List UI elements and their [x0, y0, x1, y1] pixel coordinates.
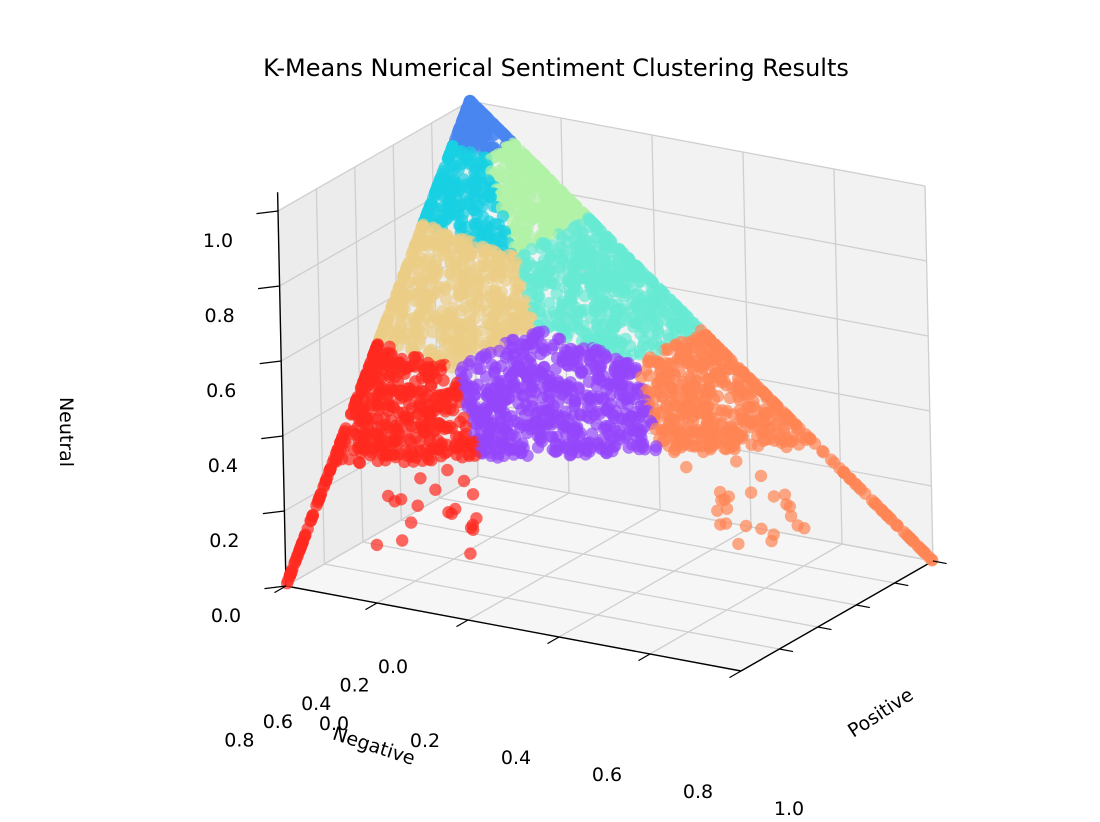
scatter-point-cluster-1 — [745, 486, 757, 498]
y-tick-mark — [856, 605, 870, 608]
scatter-point-cluster-1 — [765, 535, 777, 547]
scatter-point-cluster-2 — [467, 488, 479, 500]
y-tick-label: 0.2 — [339, 674, 369, 696]
scatter-point-cluster-2 — [467, 524, 479, 536]
scatter-point-cluster-0 — [492, 451, 504, 463]
scatter-point-cluster-2 — [372, 455, 384, 467]
x-tick-label: 1.0 — [774, 798, 804, 820]
scatter-point-cluster-0 — [649, 444, 661, 456]
scatter-point-cluster-2 — [354, 457, 366, 469]
scatter-point-cluster-2 — [429, 484, 441, 496]
scatter-point-cluster-0 — [562, 360, 574, 372]
y-tick-mark — [779, 649, 793, 652]
y-tick-label: 0.4 — [301, 693, 331, 715]
z-tick-mark — [261, 436, 283, 439]
scatter-point-cluster-0 — [601, 447, 613, 459]
scatter-point-cluster-2 — [405, 516, 417, 528]
z-tick-mark — [260, 361, 282, 364]
x-tick-mark — [456, 620, 468, 627]
scatter-point-cluster-1 — [780, 441, 792, 453]
scatter-point-cluster-0 — [549, 446, 561, 458]
scatter-point-cluster-2 — [371, 539, 383, 551]
scatter-point-cluster-1 — [732, 538, 744, 550]
scatter-point-cluster-1 — [714, 518, 726, 530]
scatter-point-cluster-1 — [798, 522, 810, 534]
z-tick-label: 0.0 — [211, 605, 241, 627]
scatter-point-cluster-2 — [439, 405, 451, 417]
scatter-point-cluster-1 — [697, 446, 709, 458]
scatter-point-cluster-1 — [926, 554, 938, 566]
scatter-point-cluster-0 — [532, 441, 544, 453]
scatter-point-cluster-2 — [441, 464, 453, 476]
scatter-point-cluster-0 — [623, 441, 635, 453]
scatter-point-cluster-1 — [740, 520, 752, 532]
scatter-point-cluster-0 — [639, 443, 651, 455]
y-tick-mark — [818, 627, 832, 630]
scatter-point-cluster-2 — [458, 475, 470, 487]
scatter-point-cluster-2 — [389, 495, 401, 507]
scatter-point-cluster-2 — [398, 456, 410, 468]
z-tick-mark — [263, 511, 285, 514]
scatter-point-cluster-1 — [793, 438, 805, 450]
scatter-point-cluster-1 — [680, 461, 692, 473]
x-tick-mark — [729, 671, 741, 678]
scatter-point-cluster-2 — [412, 500, 424, 512]
y-tick-label: 0.8 — [224, 730, 254, 752]
scatter-point-cluster-2 — [437, 374, 449, 386]
z-tick-mark — [258, 286, 280, 289]
scatter-point-cluster-3 — [579, 290, 591, 302]
scatter-point-cluster-2 — [464, 547, 476, 559]
z-tick-label: 0.4 — [208, 455, 238, 477]
scatter-point-cluster-2 — [446, 508, 458, 520]
scatter-point-cluster-1 — [755, 470, 767, 482]
scatter-point-cluster-1 — [711, 505, 723, 517]
z-tick-label: 0.6 — [206, 380, 236, 402]
y-tick-label: 0.0 — [378, 656, 408, 678]
scatter-point-cluster-1 — [752, 440, 764, 452]
y-axis-label: Negative — [330, 723, 418, 770]
x-tick-mark — [547, 637, 559, 644]
scatter-point-cluster-1 — [668, 446, 680, 458]
scatter-point-cluster-1 — [728, 443, 740, 455]
x-tick-mark — [365, 603, 377, 610]
scatter-point-cluster-2 — [456, 451, 468, 463]
x-tick-label: 0.6 — [592, 764, 622, 786]
scatter-point-cluster-4 — [453, 290, 465, 302]
scatter-point-cluster-2 — [414, 472, 426, 484]
scatter-point-cluster-0 — [564, 449, 576, 461]
z-tick-mark — [256, 211, 278, 214]
z-tick-label: 1.0 — [203, 230, 233, 252]
y-tick-mark — [895, 583, 909, 586]
scatter-point-cluster-0 — [521, 450, 533, 462]
scatter-point-cluster-2 — [396, 534, 408, 546]
chart-title: K-Means Numerical Sentiment Clustering R… — [263, 54, 849, 82]
x-tick-label: 0.8 — [683, 781, 713, 803]
scatter-point-cluster-1 — [755, 523, 767, 535]
scatter-point-cluster-1 — [730, 455, 742, 467]
scatter-point-cluster-1 — [768, 490, 780, 502]
z-axis-label: Neutral — [55, 397, 77, 467]
neutral-axis-ticks: 0.0 0.2 0.4 0.6 0.8 1.0 — [203, 211, 286, 627]
x-tick-mark — [638, 654, 650, 661]
y-tick-label: 0.6 — [263, 711, 293, 733]
z-tick-label: 0.2 — [209, 530, 239, 552]
x-tick-label: 0.4 — [501, 747, 531, 769]
z-tick-label: 0.8 — [204, 305, 234, 327]
scatter-point-cluster-0 — [580, 448, 592, 460]
x-axis-label: Positive — [844, 684, 917, 742]
